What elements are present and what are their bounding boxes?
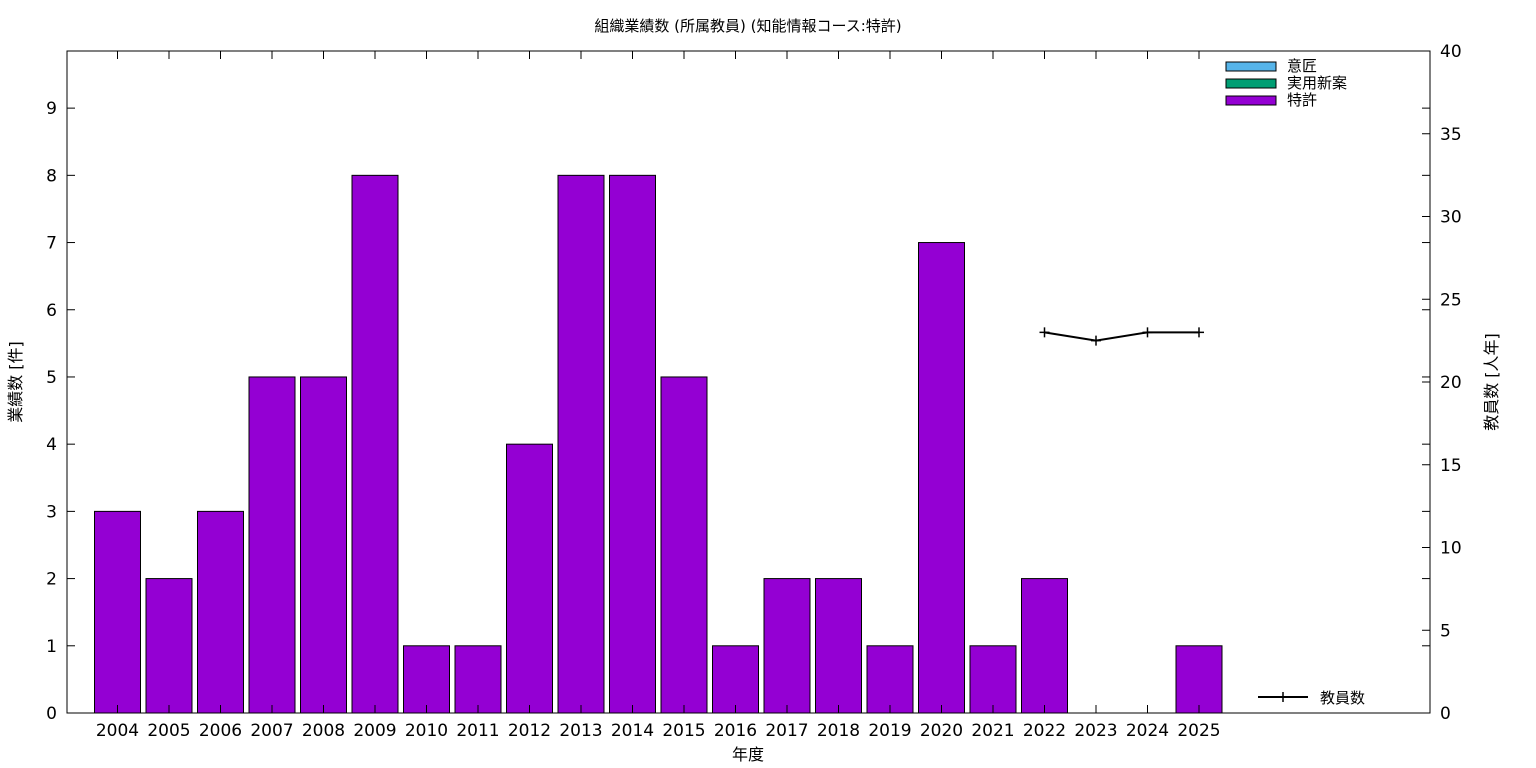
x-tick-label: 2015: [662, 721, 705, 741]
y2-tick-label: 5: [1440, 621, 1451, 641]
bar-2021: [969, 645, 1017, 714]
y2-tick-label: 25: [1440, 290, 1462, 310]
bar-2017: [763, 578, 811, 714]
y-tick-label: 0: [46, 704, 57, 724]
bar-2016: [712, 645, 759, 714]
bar-2012: [506, 443, 553, 714]
y-tick-label: 4: [46, 435, 57, 455]
y2-tick-label: 10: [1440, 539, 1462, 559]
y2-tick-label: 15: [1440, 456, 1462, 476]
y-axis-label: 業績数 [件]: [6, 341, 25, 423]
x-tick-label: 2023: [1074, 721, 1117, 741]
y2-tick-label: 40: [1440, 42, 1462, 62]
bar-2011: [454, 645, 502, 714]
y2-tick-label: 0: [1440, 704, 1451, 724]
x-tick-label: 2018: [817, 721, 860, 741]
y2-tick-label: 20: [1440, 373, 1462, 393]
legend-label-1: 意匠: [1287, 57, 1317, 75]
x-axis-label: 年度: [732, 745, 764, 764]
x-tick-label: 2009: [353, 721, 396, 741]
bar-2015: [660, 376, 708, 714]
y-tick-label: 5: [46, 368, 57, 388]
legend-swatch-3: [1225, 95, 1277, 106]
y-tick-label: 1: [46, 637, 57, 657]
bar-2019: [866, 645, 914, 714]
x-tick-label: 2011: [456, 721, 499, 741]
legend-label-3: 特許: [1287, 91, 1317, 109]
x-tick-label: 2014: [611, 721, 654, 741]
bar-2025: [1175, 645, 1223, 714]
x-tick-label: 2024: [1126, 721, 1169, 741]
x-tick-label: 2021: [971, 721, 1014, 741]
x-tick-label: 2008: [302, 721, 345, 741]
bar-2009: [351, 174, 399, 714]
bar-2014: [609, 174, 656, 714]
bar-2005: [145, 578, 193, 714]
x-tick-label: 2016: [714, 721, 757, 741]
y-tick-label: 7: [46, 234, 57, 254]
x-tick-label: 2007: [250, 721, 293, 741]
legend-swatch-1: [1225, 61, 1277, 72]
y-tick-label: 2: [46, 570, 57, 590]
bar-2004: [94, 510, 141, 714]
bar-2010: [403, 645, 450, 714]
plot-frame: [66, 50, 1431, 714]
y2-axis-label: 教員数 [人年]: [1482, 333, 1501, 431]
x-tick-label: 2005: [147, 721, 190, 741]
x-tick-label: 2004: [96, 721, 139, 741]
x-tick-label: 2012: [508, 721, 551, 741]
x-tick-label: 2013: [559, 721, 602, 741]
x-tick-label: 2006: [199, 721, 242, 741]
bar-2018: [815, 578, 862, 714]
y-tick-label: 8: [46, 166, 57, 186]
legend-label-2: 実用新案: [1287, 74, 1347, 92]
bar-2006: [197, 510, 244, 714]
bar-2008: [300, 376, 347, 714]
y-tick-label: 6: [46, 301, 57, 321]
y-tick-label: 9: [46, 99, 57, 119]
bar-2020: [918, 242, 965, 714]
legend-swatch-2: [1225, 78, 1277, 89]
x-tick-label: 2025: [1177, 721, 1220, 741]
bar-2013: [557, 174, 605, 714]
chart-title: 組織業績数 (所属教員) (知能情報コース:特許): [594, 17, 901, 35]
y-tick-label: 3: [46, 502, 57, 522]
x-tick-label: 2020: [920, 721, 963, 741]
legend-line-label: 教員数: [1320, 689, 1365, 707]
bar-2007: [248, 376, 296, 714]
x-tick-label: 2017: [765, 721, 808, 741]
x-tick-label: 2019: [868, 721, 911, 741]
line-series-teachers: [1044, 331, 1199, 342]
y2-tick-label: 30: [1440, 208, 1462, 228]
x-tick-label: 2010: [405, 721, 448, 741]
bar-2022: [1021, 578, 1068, 714]
y2-tick-label: 35: [1440, 125, 1462, 145]
x-tick-label: 2022: [1023, 721, 1066, 741]
